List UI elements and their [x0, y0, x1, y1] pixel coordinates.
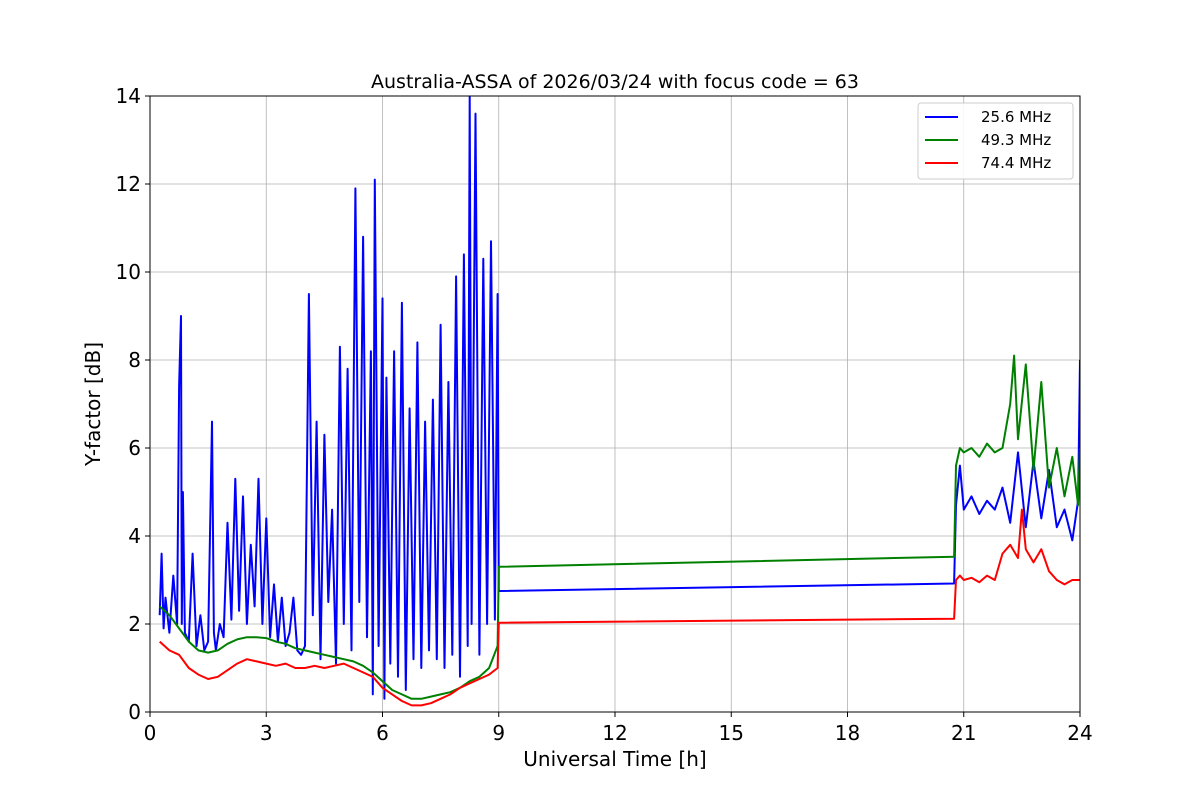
x-tick-label: 15: [719, 721, 744, 745]
legend-box: [917, 102, 1074, 180]
y-tick-label: 12: [116, 172, 141, 196]
y-tick-label: 10: [116, 260, 141, 284]
x-tick-label: 9: [492, 721, 505, 745]
x-tick-label: 24: [1067, 721, 1092, 745]
legend-label-0: 25.6 MHz: [981, 108, 1051, 126]
chart-title: Australia-ASSA of 2026/03/24 with focus …: [371, 71, 859, 93]
y-tick-label: 8: [128, 348, 141, 372]
x-tick-label: 12: [602, 721, 627, 745]
y-tick-label: 14: [116, 84, 141, 108]
legend-label-2: 74.4 MHz: [981, 154, 1051, 172]
x-tick-label: 3: [260, 721, 273, 745]
x-tick-label: 21: [951, 721, 976, 745]
y-tick-label: 6: [128, 436, 141, 460]
x-axis-label: Universal Time [h]: [523, 747, 706, 771]
x-tick-label: 6: [376, 721, 389, 745]
y-axis-label: Y-factor [dB]: [81, 342, 105, 467]
legend-label-1: 49.3 MHz: [981, 131, 1051, 149]
y-tick-label: 2: [128, 612, 141, 636]
series-line-2: [159, 508, 1080, 707]
plot-lines: [158, 96, 1080, 707]
y-tick-label: 4: [128, 524, 141, 548]
legend: 25.6 MHz 49.3 MHz 74.4 MHz: [917, 102, 1074, 180]
series-line-0: [158, 96, 1080, 700]
series-line-1: [159, 354, 1080, 700]
x-tick-label: 0: [144, 721, 157, 745]
x-tick-label: 18: [835, 721, 860, 745]
y-tick-label: 0: [128, 700, 141, 724]
